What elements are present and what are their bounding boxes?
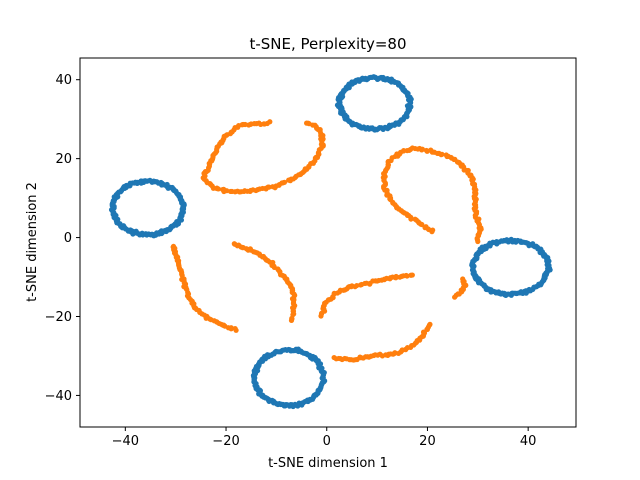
- arc-point: [228, 326, 234, 332]
- arc-point: [460, 276, 466, 282]
- arc-point: [409, 272, 415, 278]
- y-tick-label: 20: [55, 152, 72, 167]
- x-axis-ticks: −40 −20 0 20 40: [112, 427, 537, 449]
- arc-point: [475, 238, 481, 245]
- arc-point: [430, 227, 436, 233]
- ring-point: [407, 101, 413, 107]
- x-tick-label: 40: [520, 434, 537, 449]
- arc-point: [439, 151, 445, 157]
- y-axis-label: t-SNE dimension 2: [25, 182, 40, 302]
- arc-point: [427, 321, 433, 327]
- y-axis-ticks: −40 −20 0 20 40: [45, 73, 80, 404]
- arc-point: [423, 224, 429, 230]
- x-tick-label: −20: [212, 434, 239, 449]
- y-tick-label: 0: [64, 231, 72, 246]
- x-tick-label: 0: [323, 434, 331, 449]
- arc-point: [412, 216, 418, 222]
- arc-point: [470, 176, 476, 182]
- arc-point: [215, 186, 221, 192]
- chart-title: t-SNE, Perplexity=80: [249, 35, 406, 53]
- arc-point: [423, 147, 430, 154]
- plot-frame: [79, 57, 577, 428]
- ring-point: [180, 206, 187, 212]
- ring-point: [546, 265, 553, 271]
- arc-point: [281, 179, 288, 185]
- y-tick-label: 40: [55, 73, 72, 88]
- x-tick-label: −40: [112, 434, 139, 449]
- arc-point: [233, 327, 239, 333]
- arc-point: [288, 317, 295, 324]
- x-tick-label: 20: [419, 434, 436, 449]
- arc-point: [404, 273, 410, 279]
- arc-point: [304, 120, 310, 126]
- points-layer: [108, 74, 553, 410]
- y-tick-label: −20: [45, 310, 72, 325]
- ring-point: [319, 375, 325, 381]
- y-tick-label: −40: [45, 389, 72, 404]
- x-axis-label: t-SNE dimension 1: [268, 456, 388, 471]
- arc-point: [419, 146, 426, 152]
